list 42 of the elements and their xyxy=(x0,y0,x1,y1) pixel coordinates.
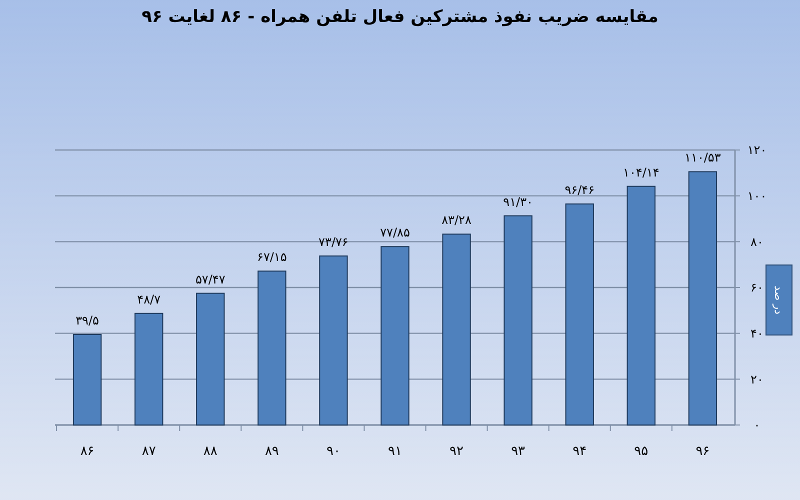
bar xyxy=(626,186,656,426)
data-label: ۷۷/۸۵ xyxy=(380,226,410,240)
y-axis-title: در صد xyxy=(772,286,786,315)
data-label: ۴۸/۷ xyxy=(137,292,162,306)
bar xyxy=(319,255,348,426)
x-tick-label: ۹۶ xyxy=(696,444,710,459)
y-tick-label: ۱۰۰ xyxy=(747,189,767,204)
y-tick-label: ۴۰ xyxy=(750,326,764,341)
data-label: ۹۶/۴۶ xyxy=(564,182,595,197)
data-label: ۶۷/۱۵ xyxy=(257,250,287,264)
y-tick-label: ۲۰ xyxy=(750,372,764,386)
data-label: ۷۳/۷۶ xyxy=(318,234,348,249)
data-label: ۱۱۰/۵۳ xyxy=(684,150,722,165)
bar xyxy=(258,270,286,426)
bar xyxy=(442,234,471,426)
x-tick-label: ۹۱ xyxy=(388,444,402,459)
bar xyxy=(380,246,410,426)
y-tick-label: ۰ xyxy=(754,418,760,432)
x-tick-label: ۹۰ xyxy=(326,444,340,459)
x-tick-label: ۸۹ xyxy=(264,444,279,459)
bar xyxy=(134,312,164,426)
bar xyxy=(504,215,532,426)
bar xyxy=(72,334,102,426)
x-tick-label: ۹۲ xyxy=(450,444,464,459)
data-label: ۳۹/۵ xyxy=(76,313,100,328)
data-label: ۱۰۴/۱۴ xyxy=(623,165,660,180)
bar xyxy=(565,203,594,426)
data-label: ۵۷/۴۷ xyxy=(195,272,226,286)
bar xyxy=(196,292,225,426)
x-tick-label: ۹۴ xyxy=(572,444,587,459)
y-tick-label: ۱۲۰ xyxy=(747,143,767,158)
y-tick-label: ۶۰ xyxy=(750,280,764,295)
x-tick-label: ۸۸ xyxy=(203,444,218,459)
x-tick-label: ۹۳ xyxy=(511,444,526,459)
chart-title: مقایسه ضریب نفوذ مشترکین فعال تلفن همراه - ۸۶ لغایت ۹۶ xyxy=(142,7,658,27)
bar xyxy=(688,171,718,426)
data-label: ۹۱/۳۰ xyxy=(503,194,533,209)
x-tick-label: ۸۶ xyxy=(80,444,94,459)
data-label: ۸۳/۲۸ xyxy=(442,213,472,228)
y-tick-label: ۸۰ xyxy=(750,234,764,249)
x-tick-label: ۸۷ xyxy=(142,444,156,459)
x-tick-label: ۹۵ xyxy=(634,444,648,459)
